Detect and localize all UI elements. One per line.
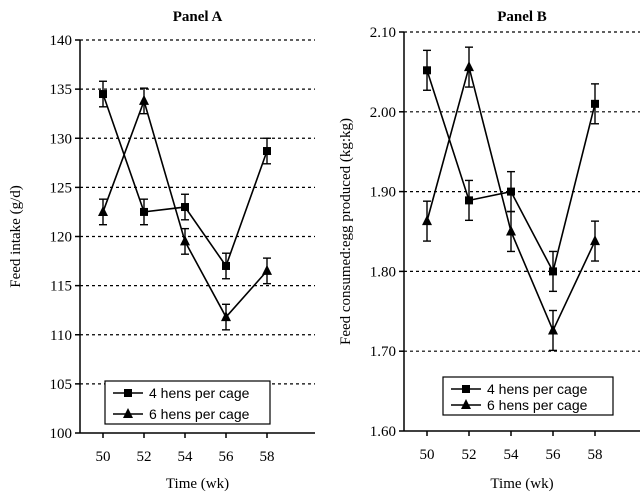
data-point-square xyxy=(263,147,271,156)
y-tick-label: 115 xyxy=(50,279,72,295)
data-point-square xyxy=(465,196,473,205)
legend-label: 6 hens per cage xyxy=(149,406,250,422)
y-tick-label: 125 xyxy=(50,180,73,196)
data-point-triangle xyxy=(422,215,432,226)
legend-box xyxy=(442,376,614,416)
y-tick-label: 1.80 xyxy=(370,264,396,280)
data-point-triangle xyxy=(262,264,272,275)
y-axis-label: Feed consumed:egg produced (kg:kg) xyxy=(338,118,354,345)
y-axis-label: Feed intake (g/d) xyxy=(8,185,24,287)
legend-triangle-marker xyxy=(123,408,133,418)
x-tick-label: 54 xyxy=(178,449,194,465)
y-tick-label: 2.00 xyxy=(370,105,396,121)
legend-square-marker xyxy=(124,389,132,397)
y-tick-label: 130 xyxy=(50,131,73,147)
legend-triangle-marker xyxy=(461,399,471,409)
chart-title: Panel A xyxy=(173,9,223,25)
legend-label: 4 hens per cage xyxy=(487,381,588,397)
x-axis-label: Time (wk) xyxy=(490,476,553,492)
y-tick-label: 2.10 xyxy=(370,25,396,41)
data-point-triangle xyxy=(464,61,474,72)
legend: 4 hens per cage 6 hens per cage xyxy=(104,380,271,425)
y-tick-label: 105 xyxy=(50,377,73,393)
x-tick-label: 52 xyxy=(462,447,477,463)
data-point-triangle xyxy=(221,311,231,322)
y-tick-label: 1.90 xyxy=(370,185,396,201)
data-point-triangle xyxy=(180,235,190,246)
data-point-triangle xyxy=(98,205,108,216)
data-point-square xyxy=(140,207,148,216)
y-tick-label: 100 xyxy=(50,426,73,442)
chart-title: Panel B xyxy=(497,9,547,25)
data-point-square xyxy=(99,90,107,99)
data-point-triangle xyxy=(139,94,149,105)
data-point-square xyxy=(423,66,431,75)
data-point-square xyxy=(222,261,230,270)
data-point-square xyxy=(549,267,557,276)
legend-label: 6 hens per cage xyxy=(487,397,588,413)
y-tick-label: 140 xyxy=(50,33,73,49)
y-tick-label: 1.60 xyxy=(370,424,396,440)
x-tick-label: 56 xyxy=(219,449,235,465)
y-tick-label: 120 xyxy=(50,230,73,246)
x-tick-label: 58 xyxy=(260,449,275,465)
legend-box xyxy=(104,380,271,425)
x-tick-label: 50 xyxy=(96,449,111,465)
x-tick-label: 56 xyxy=(546,447,562,463)
x-tick-label: 52 xyxy=(137,449,152,465)
data-point-square xyxy=(507,187,515,196)
y-tick-label: 110 xyxy=(50,328,72,344)
y-tick-label: 135 xyxy=(50,82,73,98)
panel-b-chart: Panel B 1.60 1.70 1.80 1.90 2.00 2.10 50 52 54 56 5… xyxy=(338,9,640,492)
x-tick-label: 50 xyxy=(420,447,435,463)
legend-label: 4 hens per cage xyxy=(149,385,250,401)
data-point-triangle xyxy=(548,324,558,335)
data-point-square xyxy=(181,203,189,212)
data-point-square xyxy=(591,99,599,108)
data-point-triangle xyxy=(506,225,516,236)
x-tick-label: 58 xyxy=(588,447,603,463)
legend-square-marker xyxy=(462,385,470,393)
panel-a-chart: Panel A 100 105 110 115 120 125 130 135 140 50 52 54… xyxy=(8,9,315,492)
data-point-triangle xyxy=(590,235,600,246)
x-axis-label: Time (wk) xyxy=(166,476,229,492)
x-tick-label: 54 xyxy=(504,447,520,463)
y-tick-label: 1.70 xyxy=(370,344,396,360)
